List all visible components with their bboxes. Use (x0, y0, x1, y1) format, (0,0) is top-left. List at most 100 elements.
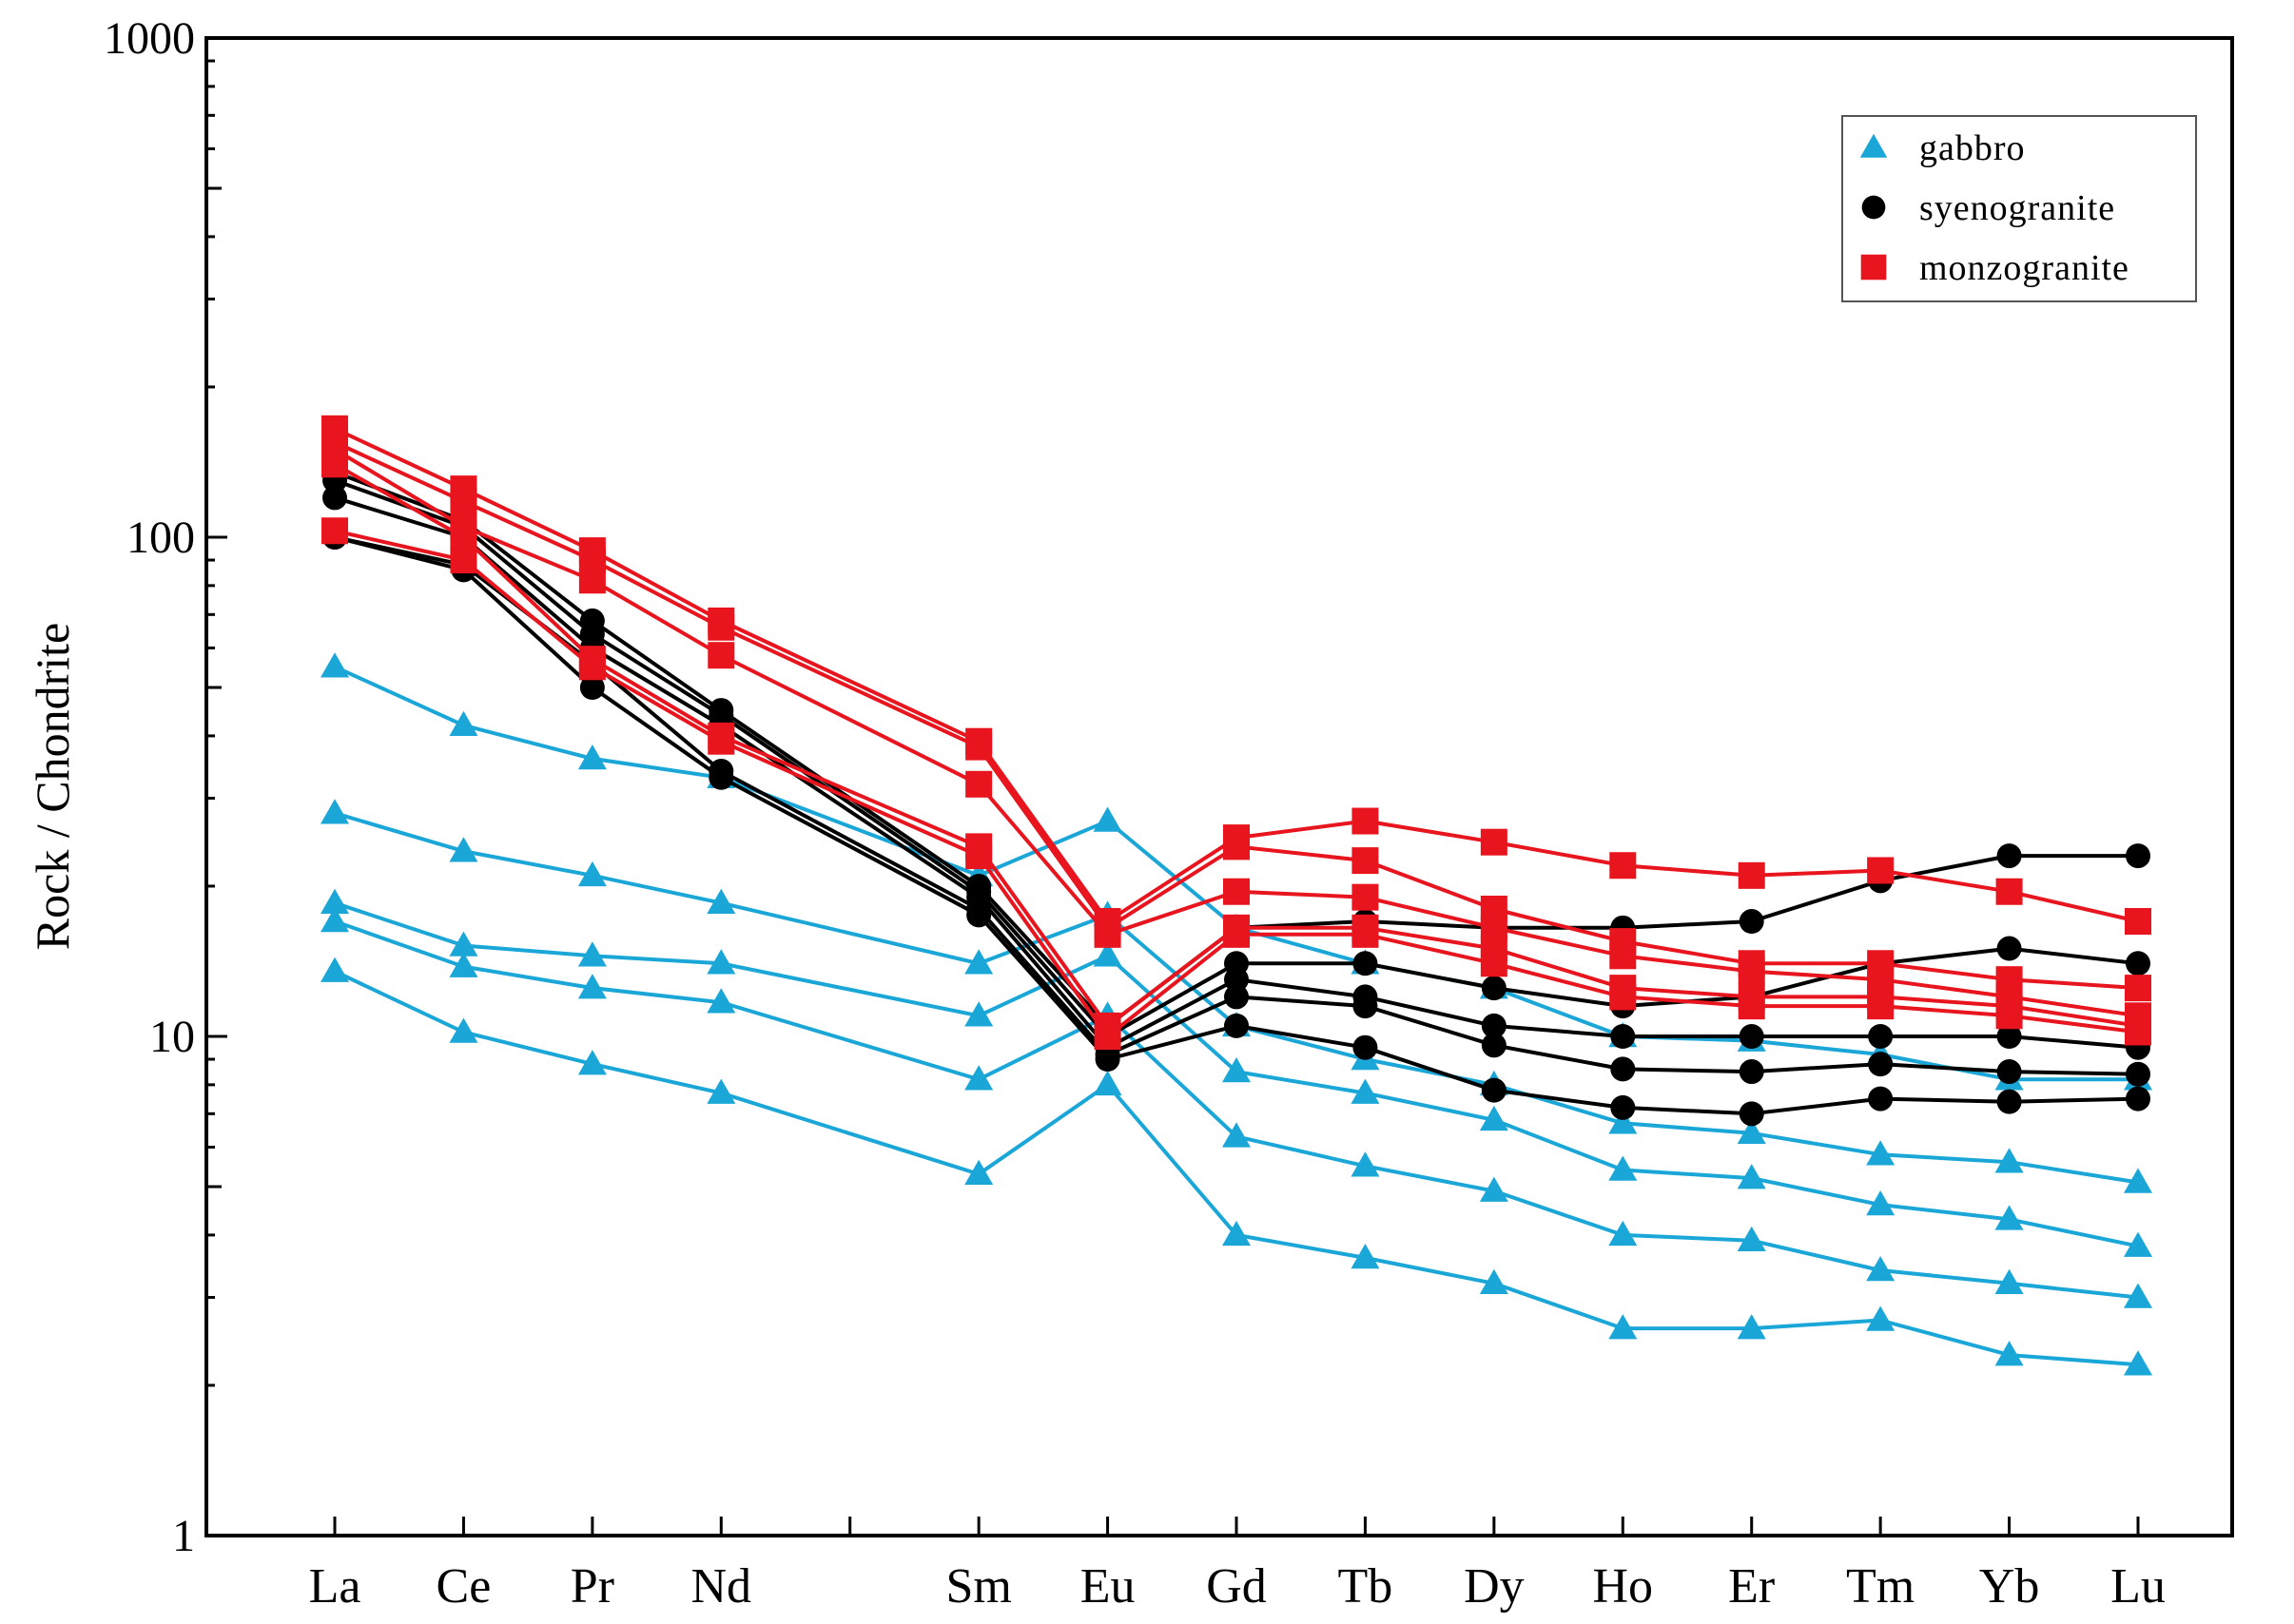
x-tick-label: Eu (1080, 1559, 1136, 1614)
data-point-square (708, 613, 735, 641)
data-point-triangle (1222, 1122, 1251, 1148)
gabbro-series-line (334, 900, 2139, 1248)
data-point-triangle (577, 744, 607, 770)
data-point-circle (1610, 1094, 1636, 1120)
data-point-circle (709, 764, 734, 790)
data-point-triangle (577, 1050, 607, 1075)
x-tick-label: Er (1728, 1559, 1775, 1614)
syenogranite-series-line (334, 495, 2139, 1050)
data-point-triangle (577, 941, 607, 967)
group-gabbro (321, 652, 2152, 1376)
data-point-triangle (1479, 1176, 1508, 1202)
y-tick-label: 1 (172, 1511, 195, 1561)
x-tick-label: Tm (1846, 1559, 1915, 1614)
data-point-triangle (1994, 1341, 2024, 1366)
y-tick-label: 1000 (104, 13, 195, 64)
data-point-square (321, 517, 348, 545)
data-point-triangle (964, 949, 994, 975)
data-point-triangle (321, 907, 349, 933)
gabbro-series-line (334, 811, 2139, 1185)
data-point-square (1609, 942, 1637, 970)
gabbro-series-line (334, 665, 2138, 1082)
monzogranite-series-line (333, 447, 2139, 1018)
data-point-triangle (1093, 1070, 1122, 1096)
legend-label-gabbro: gabbro (1919, 128, 2026, 168)
gabbro-series-line (334, 919, 2139, 1300)
data-point-triangle (1737, 1164, 1766, 1189)
y-tick-label: 10 (149, 1012, 195, 1062)
data-point-triangle (2124, 1350, 2152, 1376)
data-point-square (450, 488, 477, 515)
data-point-circle (1868, 1086, 1894, 1112)
data-point-circle (1224, 967, 1249, 993)
data-point-circle (1739, 909, 1764, 935)
data-point-square (1351, 883, 1379, 911)
data-point-triangle (1866, 1305, 1895, 1331)
data-point-square (2125, 975, 2151, 1002)
data-point-triangle (2124, 1231, 2152, 1257)
data-point-triangle (1093, 806, 1122, 832)
x-tick-label: Nd (691, 1559, 752, 1614)
y-tick-label: 100 (126, 512, 195, 563)
data-point-square (1351, 807, 1379, 835)
data-point-square (1738, 861, 1765, 889)
data-point-circle (1739, 1059, 1764, 1085)
data-point-square (1738, 957, 1765, 985)
data-point-triangle (707, 988, 736, 1014)
data-point-square (2125, 908, 2151, 936)
data-point-square (1223, 833, 1250, 860)
data-point-triangle (1994, 1205, 2024, 1230)
data-point-square (578, 567, 606, 594)
group-monzogranite (321, 415, 2151, 1050)
syenogranite-series-line (334, 535, 2139, 1116)
data-point-square (1867, 993, 1895, 1020)
data-point-square (1995, 878, 2023, 905)
data-point-square (1351, 847, 1379, 875)
x-tick-label: Pr (571, 1559, 614, 1614)
data-point-triangle (321, 957, 349, 982)
x-tick-label: Ho (1593, 1559, 1654, 1614)
monzogranite-series-line (334, 529, 2139, 1038)
data-point-triangle (1737, 1226, 1766, 1251)
data-point-square (1223, 920, 1250, 948)
data-point-square (1480, 950, 1507, 977)
data-point-circle (2126, 843, 2150, 869)
data-point-square (1609, 852, 1637, 880)
data-point-triangle (964, 1159, 994, 1186)
data-point-triangle (1737, 1118, 1766, 1145)
data-point-triangle (321, 888, 349, 914)
data-point-square (1995, 1002, 2023, 1030)
data-point-square (1867, 857, 1895, 884)
data-point-circle (1996, 843, 2022, 869)
data-point-circle (1481, 1033, 1507, 1058)
legend-label-monzogranite: monzogranite (1919, 248, 2129, 288)
data-point-triangle (707, 1078, 736, 1104)
x-tick-label: Yb (1979, 1559, 2040, 1614)
data-point-triangle (1608, 1109, 1638, 1134)
data-point-triangle (1351, 1243, 1380, 1269)
x-tick-label: La (309, 1559, 361, 1614)
data-point-circle (1610, 1024, 1636, 1049)
data-point-circle (1224, 1013, 1249, 1038)
data-point-circle (1996, 1089, 2022, 1114)
data-point-triangle (964, 1065, 994, 1091)
legend-marker-gabbro (1859, 133, 1888, 158)
data-point-triangle (577, 860, 607, 887)
series-layer (321, 415, 2152, 1376)
data-point-triangle (1866, 1190, 1895, 1216)
data-point-circle (1739, 1101, 1764, 1127)
x-tick-label: Tb (1338, 1559, 1393, 1614)
data-point-triangle (1994, 1148, 2024, 1173)
data-point-triangle (1093, 941, 1122, 967)
plot-frame (204, 36, 2234, 1537)
data-point-triangle (577, 974, 607, 999)
data-point-circle (2126, 951, 2150, 976)
data-point-circle (2126, 1086, 2150, 1112)
data-point-circle (322, 485, 347, 511)
data-point-circle (1481, 1077, 1507, 1103)
data-point-circle (1739, 1024, 1764, 1049)
data-point-circle (966, 902, 992, 928)
data-point-square (578, 653, 606, 681)
data-point-circle (1481, 976, 1507, 1001)
data-point-square (2125, 1018, 2151, 1046)
